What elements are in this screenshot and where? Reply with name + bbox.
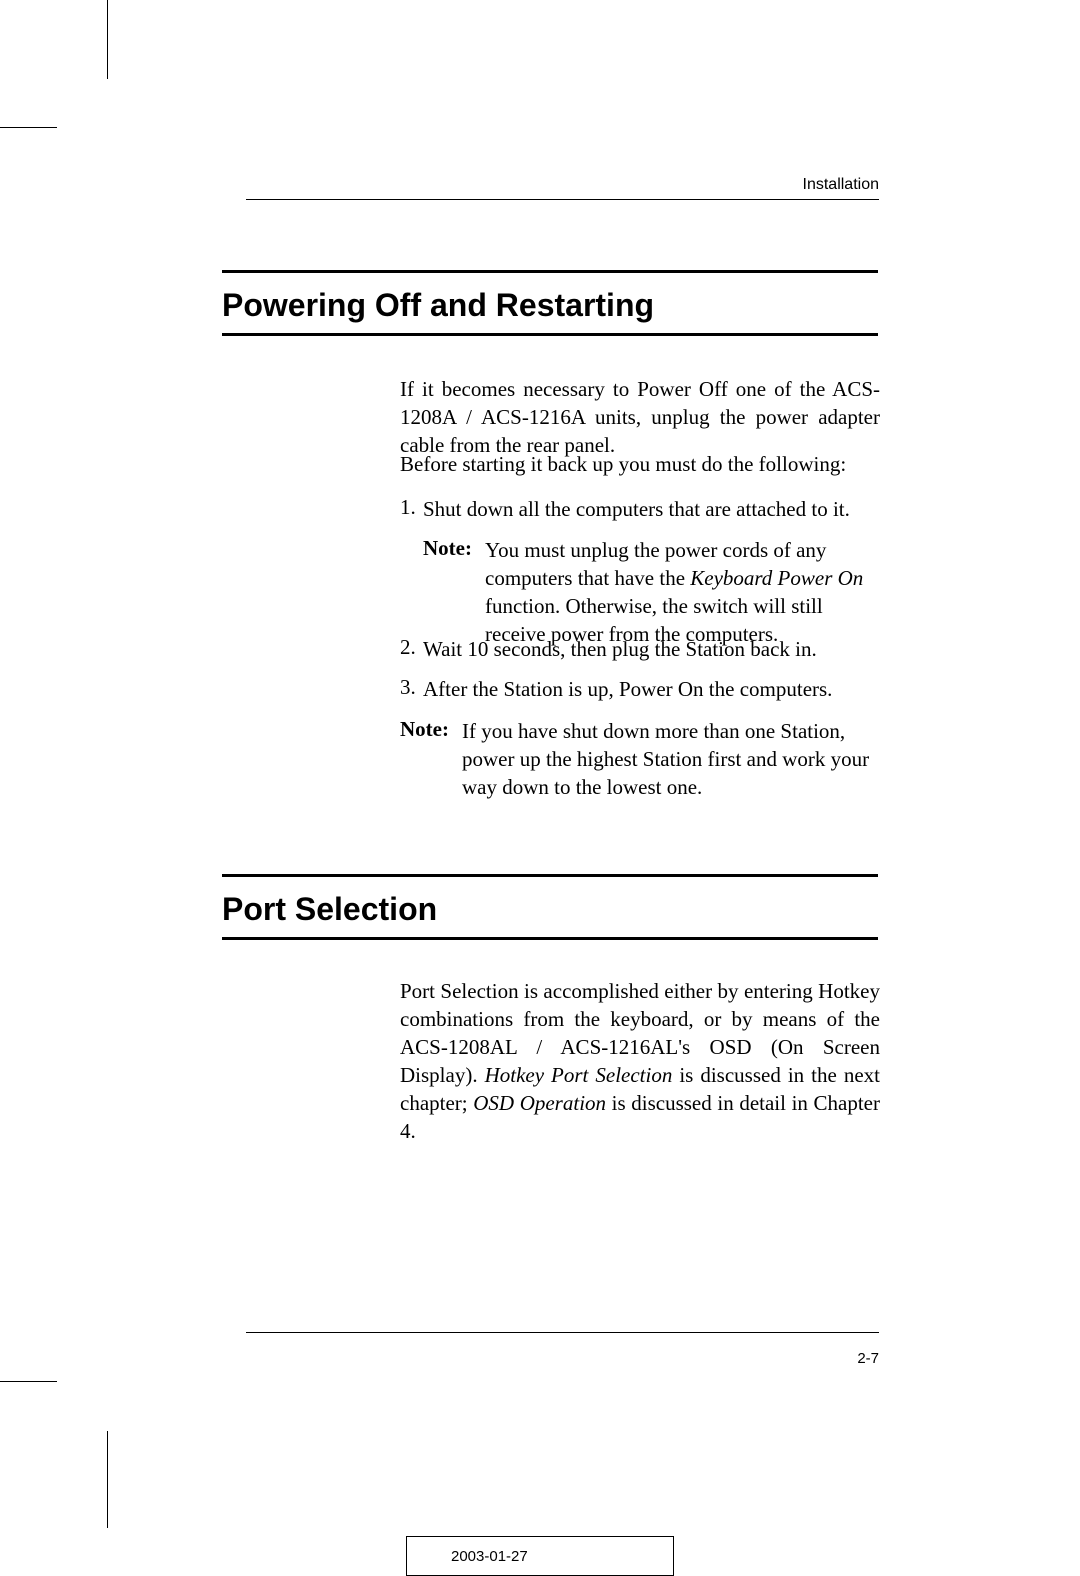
- footer-rule: [246, 1332, 879, 1333]
- section-rule: [222, 270, 878, 273]
- italic-run: OSD Operation: [473, 1091, 606, 1115]
- crop-mark: [107, 0, 108, 79]
- list-number: 2.: [400, 635, 416, 660]
- crop-mark: [0, 1381, 57, 1382]
- section-rule: [222, 333, 878, 336]
- page: Installation Powering Off and Restarting…: [0, 0, 1080, 1528]
- list-item: After the Station is up, Power On the co…: [423, 675, 880, 703]
- list-item: Wait 10 seconds, then plug the Station b…: [423, 635, 880, 663]
- header-chapter-label: Installation: [803, 176, 880, 194]
- list-number: 3.: [400, 675, 416, 700]
- page-number: 2-7: [857, 1350, 879, 1367]
- paragraph: Port Selection is accomplished either by…: [400, 977, 880, 1145]
- section-rule: [222, 937, 878, 940]
- header-rule: [246, 199, 879, 200]
- note-label: Note:: [400, 717, 449, 742]
- note-body: You must unplug the power cords of any c…: [485, 536, 880, 648]
- crop-mark: [0, 127, 57, 128]
- paragraph: If it becomes necessary to Power Off one…: [400, 375, 880, 459]
- section-heading-port-selection: Port Selection: [222, 891, 437, 928]
- crop-mark: [107, 1431, 108, 1528]
- footer-date-box: 2003-01-27: [406, 1536, 674, 1576]
- note-body: If you have shut down more than one Stat…: [462, 717, 880, 801]
- note-label: Note:: [423, 536, 472, 561]
- italic-run: Hotkey Port Selection: [485, 1063, 673, 1087]
- paragraph: Before starting it back up you must do t…: [400, 450, 880, 478]
- section-heading-powering-off: Powering Off and Restarting: [222, 287, 654, 324]
- footer-date: 2003-01-27: [451, 1548, 528, 1565]
- italic-run: Keyboard Power On: [690, 566, 863, 590]
- list-item: Shut down all the computers that are att…: [423, 495, 880, 523]
- section-rule: [222, 874, 878, 877]
- list-number: 1.: [400, 495, 416, 520]
